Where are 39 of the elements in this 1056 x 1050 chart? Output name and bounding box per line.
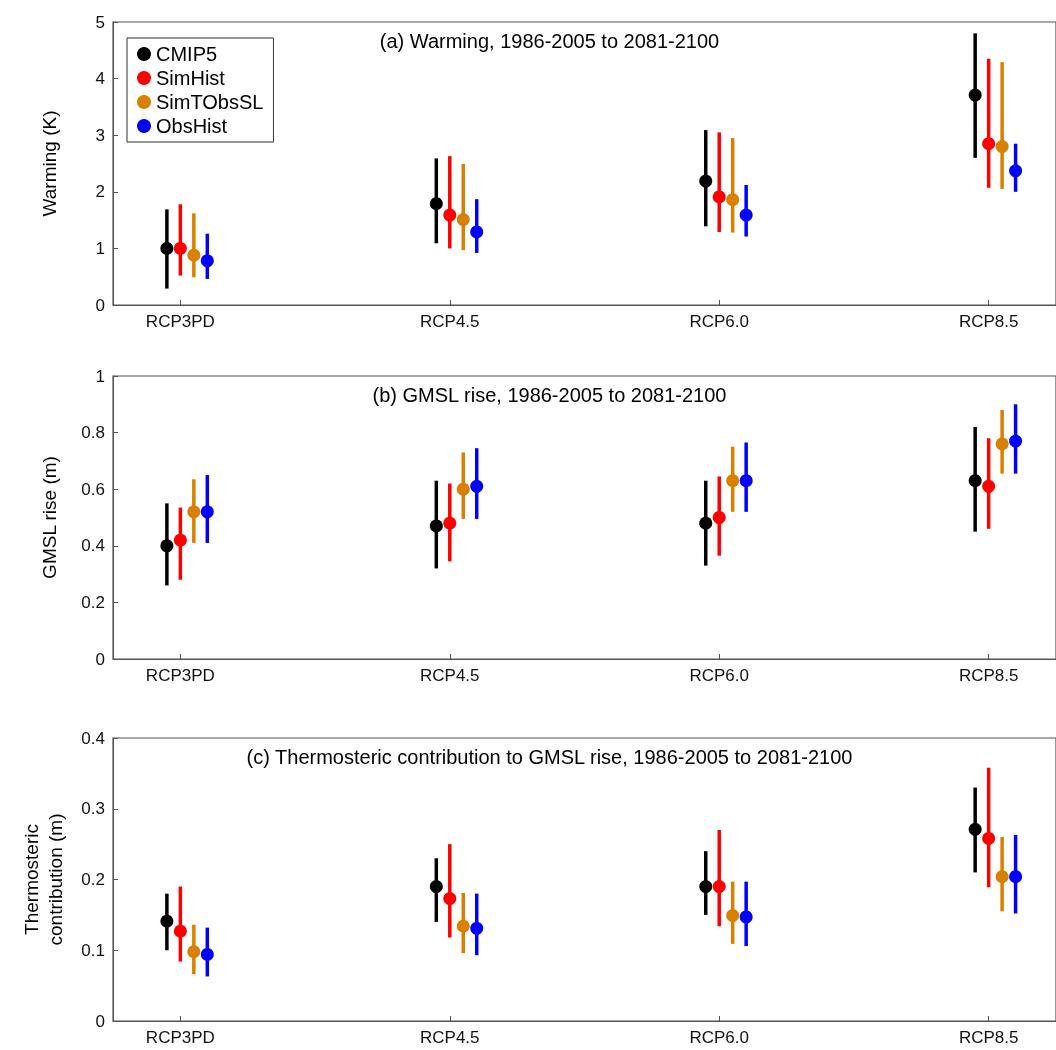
legend-label: SimHist: [156, 67, 226, 89]
y-tick-label: 2: [95, 182, 105, 202]
x-tick-label: RCP3PD: [145, 666, 215, 685]
y-tick-label: 0.1: [81, 940, 105, 960]
x-tick-label: RCP6.0: [689, 666, 749, 685]
legend-label: SimTObsSL: [156, 91, 264, 113]
chart-title: (b) GMSL rise, 1986-2005 to 2081-2100: [372, 384, 727, 406]
x-tick-label: RCP6.0: [689, 1028, 749, 1047]
chart-title: (a) Warming, 1986-2005 to 2081-2100: [379, 30, 720, 52]
y-axis-title: GMSL rise (m): [38, 456, 60, 579]
x-tick-label: RCP3PD: [145, 1028, 215, 1047]
legend-label: CMIP5: [156, 43, 218, 65]
x-tick-label: RCP4.5: [420, 666, 480, 685]
chart-title: (c) Thermosteric contribution to GMSL rise, 1986-2005 to 2081-2100: [246, 746, 853, 768]
x-tick-label: RCP8.5: [958, 666, 1019, 685]
y-tick-label: 0.6: [81, 479, 105, 499]
x-tick-label: RCP4.5: [420, 312, 480, 331]
y-tick-label: 0.4: [81, 536, 105, 556]
x-tick-label: RCP6.0: [689, 312, 749, 331]
y-tick-label: 0: [95, 295, 105, 315]
x-tick-label: RCP3PD: [145, 312, 215, 331]
y-axis-title: Warming (K): [38, 110, 60, 217]
x-tick-label: RCP8.5: [958, 312, 1019, 331]
y-tick-label: 0.2: [81, 592, 105, 612]
y-tick-label: 0.2: [81, 870, 105, 889]
y-tick-label: 0.8: [81, 423, 105, 443]
y-tick-label: 0: [95, 1011, 105, 1031]
y-axis-title: Thermosteric contribution (m): [20, 813, 66, 946]
y-tick-label: 5: [95, 12, 105, 32]
x-tick-label: RCP4.5: [420, 1028, 480, 1047]
y-tick-label: 0.3: [81, 799, 105, 819]
legend-label: ObsHist: [156, 115, 228, 137]
y-tick-label: 0: [95, 649, 105, 669]
x-tick-label: RCP8.5: [958, 1028, 1019, 1047]
y-tick-label: 4: [95, 69, 105, 89]
y-tick-label: 1: [95, 366, 105, 386]
y-tick-label: 0.4: [81, 728, 105, 748]
y-tick-label: 3: [95, 125, 105, 145]
y-tick-label: 1: [95, 238, 105, 258]
